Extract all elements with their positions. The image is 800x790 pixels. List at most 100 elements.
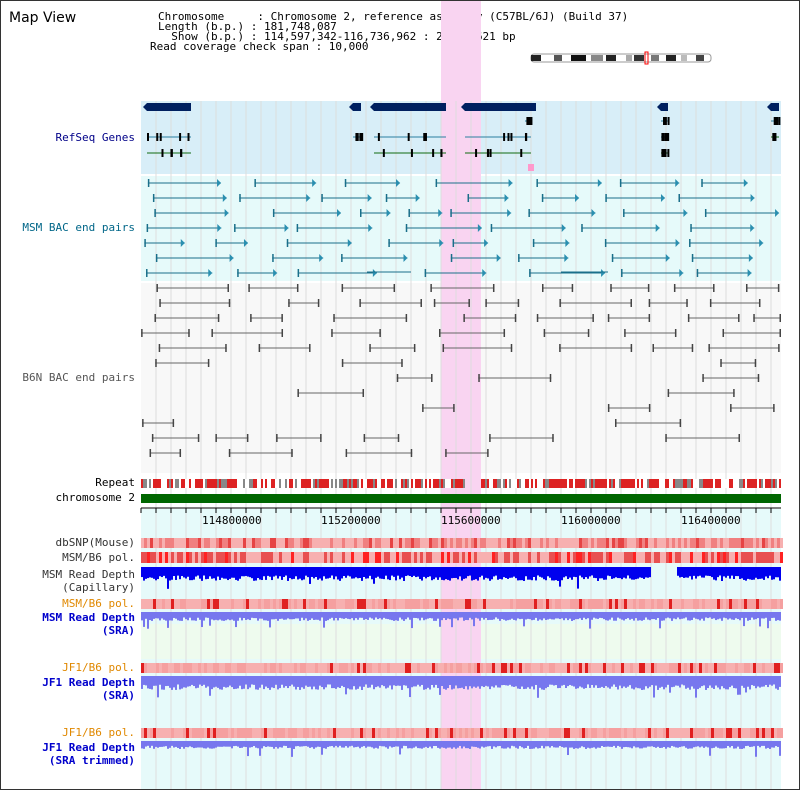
dbsnp-segment: [291, 538, 294, 548]
msm-sra-depth-bar: [721, 612, 723, 621]
exon: [666, 133, 669, 141]
track-label-b6n-bac[interactable]: B6N BAC end pairs: [22, 371, 135, 384]
msm-sra-depth-bar: [419, 612, 421, 621]
jf1-sra-depth-bar: [757, 676, 759, 687]
msm-sra-depth-bar: [179, 612, 181, 621]
dbsnp-segment: [408, 538, 411, 548]
jf1-b6-pol-segment: [684, 663, 687, 673]
jf1-trimmed-depth-bar: [197, 741, 199, 748]
bac-end: [296, 224, 299, 232]
bac-end: [272, 254, 274, 262]
jf1-b6-pol-segment: [291, 663, 294, 673]
msm-b6-pol-segment: [570, 552, 573, 563]
repeat-segment: [727, 479, 729, 488]
bac-end: [665, 434, 667, 442]
jf1-sra-depth-bar: [287, 676, 289, 689]
jf1-trimmed-depth-bar: [723, 741, 725, 749]
msm-capillary-depth-bar: [143, 567, 145, 581]
dbsnp-segment: [150, 538, 153, 548]
jf1-b6-pol-segment: [366, 663, 369, 673]
msm-sra-depth-bar: [417, 612, 419, 619]
jf1-b6-pol-segment: [525, 663, 528, 673]
repeat-segment: [297, 479, 299, 488]
msm-capillary-depth-bar: [153, 567, 155, 579]
jf1-b6-pol-segment: [411, 663, 414, 673]
msm-sra-depth-bar: [605, 612, 607, 621]
dbsnp-segment: [669, 538, 672, 548]
jf1-trimmed-depth-bar: [227, 741, 229, 747]
bac-end: [696, 269, 699, 277]
msm-b6-pol-segment: [246, 552, 249, 563]
jf1-b6-pol2-segment: [522, 728, 525, 738]
track-label-msm-bac[interactable]: MSM BAC end pairs: [22, 221, 135, 234]
jf1-b6-pol-segment: [498, 663, 501, 673]
jf1-b6-pol-segment: [558, 663, 561, 673]
dbsnp-segment: [468, 538, 471, 548]
msm-sra-depth-bar: [381, 612, 383, 620]
repeat-segment: [321, 479, 323, 488]
jf1-trimmed-depth-bar: [409, 741, 411, 749]
dbsnp-segment: [687, 538, 690, 548]
repeat-segment: [373, 479, 375, 488]
bac-end: [215, 239, 217, 247]
jf1-sra-depth-bar: [155, 676, 157, 686]
msm-capillary-depth-bar: [517, 567, 519, 581]
msm-b6-pol2-segment: [492, 599, 495, 609]
bac-end: [709, 299, 712, 307]
exon: [775, 117, 778, 125]
jf1-trimmed-depth-bar: [659, 741, 661, 749]
bac-end: [738, 314, 740, 322]
repeat-segment: [657, 479, 659, 488]
msm-capillary-depth-bar: [225, 567, 227, 579]
jf1-sra-depth-bar: [755, 676, 757, 689]
msm-sra-depth-bar: [161, 612, 163, 619]
msm-b6-pol-segment: [657, 552, 660, 563]
msm-capillary-depth-bar: [363, 567, 365, 578]
bac-end-arrow: [750, 224, 755, 232]
jf1-sra-depth-bar: [257, 676, 259, 690]
msm-capillary-depth-bar: [351, 567, 353, 579]
jf1-b6-pol-segment: [729, 663, 732, 673]
bac-end-arrow: [496, 254, 501, 262]
msm-b6-pol2-segment: [555, 599, 558, 609]
jf1-b6-pol-segment: [399, 663, 402, 673]
jf1-b6-pol2-segment: [258, 728, 261, 738]
track-label-refseq[interactable]: RefSeq Genes: [55, 131, 135, 144]
bac-end-arrow: [415, 194, 420, 202]
msm-capillary-depth-bar: [619, 567, 621, 579]
msm-sra-depth-bar: [761, 612, 763, 619]
msm-b6-pol2-segment: [639, 599, 642, 609]
jf1-sra-depth-bar: [251, 676, 253, 685]
bac-end: [611, 254, 614, 262]
msm-sra-depth-bar: [561, 612, 563, 619]
jf1-sra-depth-bar: [533, 676, 535, 690]
repeat-segment: [497, 479, 499, 488]
gene-arrow: [143, 103, 147, 111]
dbsnp-segment: [195, 538, 198, 548]
msm-b6-pol-segment: [213, 552, 216, 563]
repeat-segment: [443, 479, 445, 488]
msm-capillary-depth-bar: [761, 567, 763, 579]
jf1-sra-depth-bar: [471, 676, 473, 689]
dbsnp-segment: [225, 538, 228, 548]
dbsnp-segment: [333, 538, 336, 548]
msm-b6-pol-segment: [681, 552, 684, 563]
msm-b6-pol-segment: [177, 552, 180, 563]
jf1-trimmed-depth-bar: [653, 741, 655, 748]
jf1-b6-pol-segment: [753, 663, 756, 673]
msm-sra-depth-bar: [375, 612, 377, 618]
jf1-b6-pol2-segment: [597, 728, 600, 738]
jf1-sra-depth-bar: [495, 676, 497, 686]
jf1-b6-pol-segment: [483, 663, 486, 673]
msm-b6-pol-segment: [438, 552, 441, 563]
jf1-trimmed-depth-bar: [149, 741, 151, 748]
repeat-segment: [565, 479, 567, 488]
repeat-segment: [453, 479, 455, 488]
jf1-trimmed-depth-bar: [229, 741, 231, 747]
jf1-sra-depth-bar: [593, 676, 595, 688]
dbsnp-segment: [777, 538, 780, 548]
msm-b6-pol2-segment: [444, 599, 447, 609]
repeat-segment: [213, 479, 215, 488]
msm-capillary-depth-bar: [407, 567, 409, 576]
